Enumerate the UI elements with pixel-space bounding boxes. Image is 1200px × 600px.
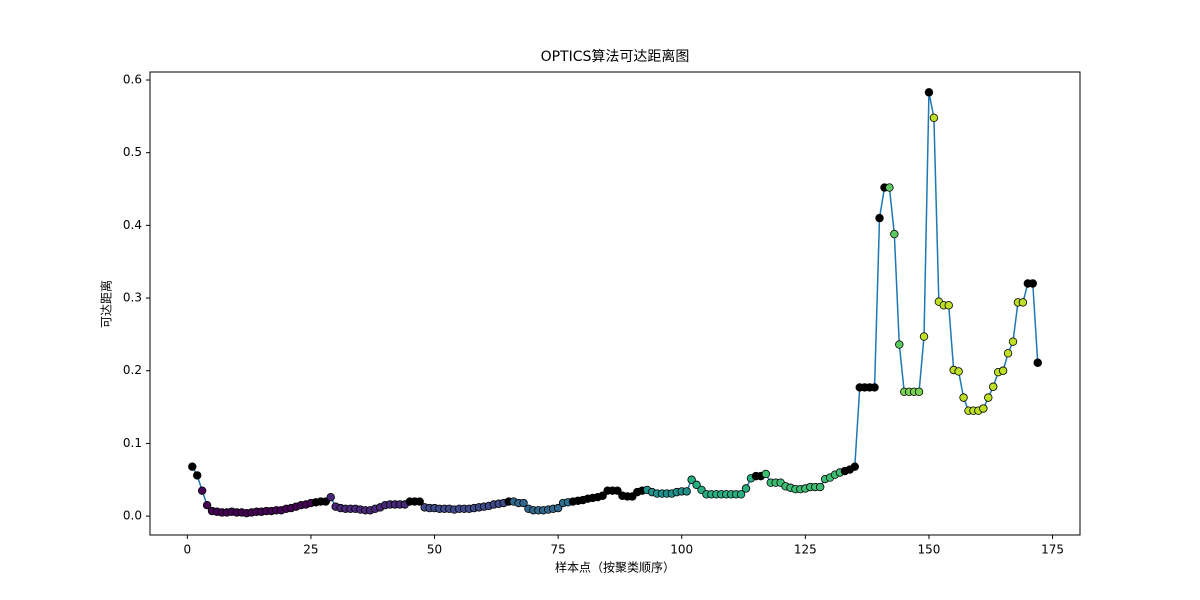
data-point [1028, 279, 1037, 288]
x-axis-label: 样本点（按聚类顺序） [555, 560, 675, 575]
data-point [850, 462, 859, 471]
data-point [875, 213, 884, 223]
data-point [202, 500, 212, 510]
data-point [885, 183, 894, 192]
data-point [761, 469, 770, 479]
data-point [687, 475, 696, 484]
data-point [613, 486, 622, 495]
data-point [553, 503, 563, 513]
x-tick-label: 100 [670, 543, 693, 557]
x-tick-label: 75 [551, 543, 566, 557]
y-tick-label: 0.4 [123, 218, 142, 232]
y-tick-label: 0.3 [123, 291, 142, 305]
data-point [1033, 358, 1042, 367]
data-point [598, 491, 607, 500]
data-point [890, 229, 899, 239]
data-point [815, 482, 825, 492]
data-point [682, 487, 691, 496]
data-point [1003, 349, 1013, 358]
y-axis-label: 可达距离 [99, 280, 114, 328]
data-point [919, 332, 929, 341]
y-tick-label: 0.0 [123, 509, 142, 523]
data-point [944, 301, 953, 310]
data-point [741, 484, 751, 493]
x-tick-label: 175 [1041, 543, 1064, 557]
y-tick-label: 0.5 [123, 145, 142, 159]
data-point [895, 340, 904, 349]
y-tick-label: 0.6 [123, 72, 142, 86]
data-point [193, 471, 202, 480]
data-point [914, 387, 924, 397]
data-point [979, 404, 988, 413]
plot-frame [149, 71, 1081, 536]
data-point [989, 382, 998, 391]
data-point [1018, 298, 1028, 307]
chart-title: OPTICS算法可达距离图 [541, 48, 690, 65]
data-point [954, 367, 963, 376]
data-point [326, 493, 335, 502]
data-point [736, 490, 746, 499]
data-point [870, 383, 879, 392]
data-point [998, 366, 1008, 375]
x-tick-label: 0 [184, 543, 192, 557]
x-tick-label: 125 [794, 543, 817, 557]
data-point [197, 486, 207, 495]
data-point [984, 393, 993, 402]
data-point [959, 393, 968, 402]
data-point [188, 462, 197, 471]
y-tick-label: 0.1 [123, 436, 142, 450]
data-point [929, 113, 939, 122]
data-point [415, 497, 424, 506]
data-point [1008, 337, 1018, 346]
x-tick-label: 25 [303, 543, 318, 557]
x-tick-label: 150 [918, 543, 941, 557]
x-tick-label: 50 [427, 543, 442, 557]
data-point [924, 88, 934, 97]
data-point [519, 498, 528, 508]
data-point [692, 480, 701, 490]
y-tick-label: 0.2 [123, 363, 142, 377]
